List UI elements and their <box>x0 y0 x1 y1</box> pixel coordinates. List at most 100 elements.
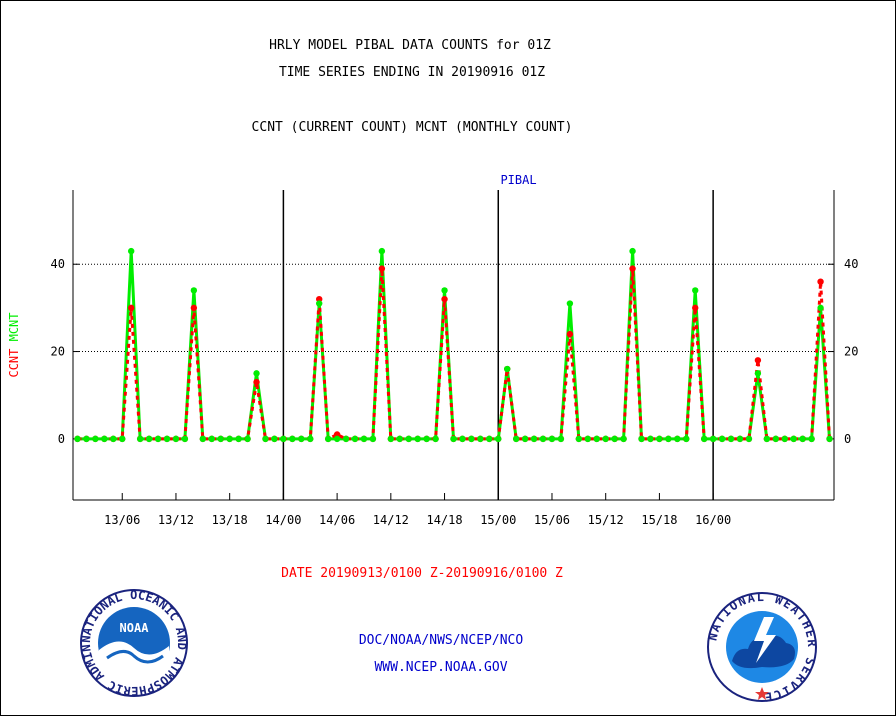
point-mcnt <box>387 435 395 443</box>
point-mcnt <box>244 435 251 443</box>
xtick-label-13-06: 13/06 <box>104 513 140 527</box>
point-mcnt <box>262 435 269 443</box>
point-mcnt <box>119 435 126 443</box>
point-mcnt <box>217 435 224 443</box>
series-line-mcnt <box>77 251 831 441</box>
point-ccnt <box>253 378 260 386</box>
point-mcnt <box>593 435 600 443</box>
point-mcnt <box>208 435 215 443</box>
ytick-label-right-0: 0 <box>844 432 851 446</box>
point-mcnt <box>235 435 242 443</box>
point-mcnt <box>647 435 654 443</box>
xtick-label-13-18: 13/18 <box>212 513 248 527</box>
point-ccnt <box>190 304 198 312</box>
point-mcnt <box>351 435 359 443</box>
xtick-label-15-06: 15/06 <box>534 513 570 527</box>
ytick-label-left-0: 0 <box>58 432 65 446</box>
point-mcnt <box>486 435 493 443</box>
point-mcnt <box>512 435 520 443</box>
point-mcnt <box>136 435 144 443</box>
date-range-label: DATE 20190913/0100 Z-20190916/0100 Z <box>281 566 563 581</box>
xtick-label-14-06: 14/06 <box>319 513 355 527</box>
point-mcnt <box>772 435 780 443</box>
point-mcnt <box>342 435 350 443</box>
point-ccnt <box>692 304 699 312</box>
point-mcnt <box>468 435 475 443</box>
chart-title-line-2: TIME SERIES ENDING IN 20190916 01Z <box>278 65 546 80</box>
panel-label: PIBAL <box>500 173 536 187</box>
point-mcnt <box>826 435 833 443</box>
point-mcnt <box>145 435 153 443</box>
point-mcnt <box>324 435 332 443</box>
point-mcnt <box>199 435 207 443</box>
xtick-label-15-18: 15/18 <box>641 513 677 527</box>
point-mcnt <box>709 435 717 443</box>
point-mcnt <box>163 435 171 443</box>
point-mcnt <box>378 247 386 255</box>
point-mcnt <box>459 435 466 443</box>
point-mcnt <box>763 435 771 443</box>
xtick-label-14-18: 14/18 <box>426 513 462 527</box>
axes-layer <box>72 190 835 501</box>
point-mcnt <box>575 435 583 443</box>
point-mcnt <box>665 435 672 443</box>
point-mcnt <box>74 435 81 443</box>
point-mcnt <box>736 435 744 443</box>
org-line: DOC/NOAA/NWS/NCEP/NCO <box>358 633 524 648</box>
point-mcnt <box>450 435 457 443</box>
point-mcnt <box>718 435 726 443</box>
point-mcnt <box>405 435 412 443</box>
point-ccnt <box>378 265 386 272</box>
y-axis-label: CCNT MCNT <box>7 312 21 377</box>
point-mcnt <box>781 435 788 443</box>
point-mcnt <box>790 435 797 443</box>
point-mcnt <box>620 435 627 443</box>
chart-title-line-1: HRLY MODEL PIBAL DATA COUNTS for 01Z <box>269 38 551 53</box>
point-mcnt <box>369 435 377 443</box>
point-mcnt <box>808 435 815 443</box>
point-mcnt <box>557 435 565 443</box>
point-ccnt <box>629 265 636 272</box>
point-mcnt <box>754 370 762 377</box>
point-mcnt <box>83 435 90 443</box>
point-mcnt <box>548 435 556 443</box>
point-mcnt <box>289 435 296 443</box>
point-mcnt <box>423 435 430 443</box>
noaa-logo: NATIONAL OCEANIC AND ATMOSPHERIC ADMINIS… <box>79 588 189 698</box>
point-mcnt <box>477 435 484 443</box>
point-mcnt <box>530 435 538 443</box>
point-mcnt <box>432 435 439 443</box>
point-mcnt <box>172 435 180 443</box>
point-mcnt <box>683 435 690 443</box>
xtick-label-14-00: 14/00 <box>265 513 301 527</box>
point-mcnt <box>611 435 618 443</box>
point-mcnt <box>539 435 547 443</box>
nws-logo: NATIONAL WEATHER SERVICE <box>706 591 818 703</box>
point-mcnt <box>584 435 591 443</box>
website-link[interactable]: WWW.NCEP.NOAA.GOV <box>374 660 508 675</box>
point-mcnt <box>110 435 117 443</box>
point-mcnt <box>226 435 233 443</box>
point-mcnt <box>700 435 708 443</box>
point-mcnt <box>414 435 421 443</box>
point-mcnt <box>799 435 806 443</box>
point-mcnt <box>638 435 645 443</box>
point-mcnt <box>441 287 448 294</box>
point-mcnt <box>674 435 681 443</box>
grid-layer <box>73 263 834 353</box>
point-mcnt <box>298 435 305 443</box>
point-ccnt <box>817 278 824 285</box>
point-mcnt <box>307 435 314 443</box>
noaa-logo-text: NOAA <box>120 621 150 635</box>
point-ccnt <box>754 357 762 364</box>
point-mcnt <box>629 247 636 255</box>
y-axis-label-ccnt: CCNT <box>7 341 21 377</box>
point-mcnt <box>817 304 824 312</box>
point-ccnt <box>127 304 135 312</box>
point-mcnt <box>396 435 403 443</box>
ytick-label-left-20: 20 <box>51 345 65 359</box>
xtick-label-15-12: 15/12 <box>588 513 624 527</box>
xtick-label-13-12: 13/12 <box>158 513 194 527</box>
